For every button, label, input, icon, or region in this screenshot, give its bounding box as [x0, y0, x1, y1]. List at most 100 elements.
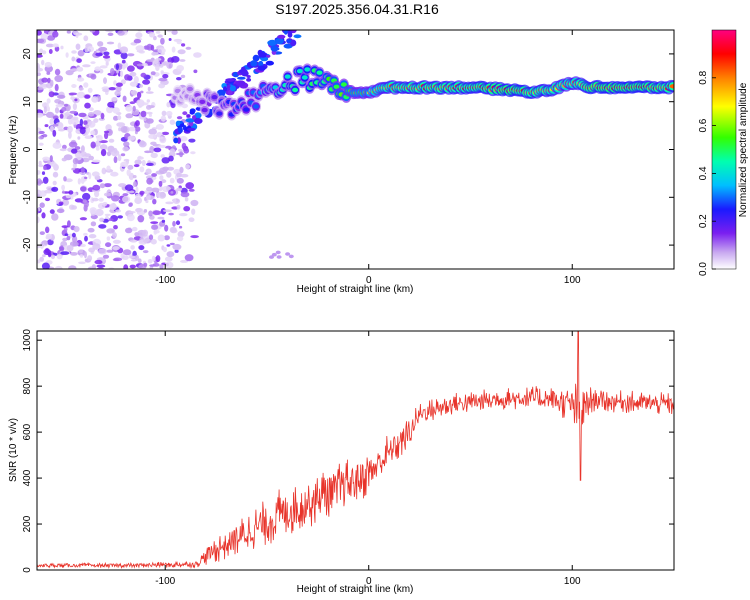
noise-blob	[72, 235, 78, 243]
noise-blob	[37, 216, 40, 224]
noise-blob	[177, 230, 185, 238]
noise-blob	[140, 90, 144, 94]
y-tick-label: 200	[22, 515, 33, 532]
noise-blob	[79, 254, 84, 258]
noise-blob	[51, 186, 59, 192]
colorbar-tick-label: 0.8	[698, 70, 709, 84]
noise-blob	[132, 105, 136, 112]
noise-blob	[182, 111, 188, 116]
noise-blob	[44, 61, 52, 68]
noise-blob	[113, 115, 119, 121]
noise-blob	[145, 118, 154, 124]
noise-blob	[59, 113, 64, 119]
noise-blob	[241, 66, 246, 71]
noise-blob	[132, 181, 137, 188]
ridge-core	[304, 67, 311, 72]
noise-blob	[271, 252, 277, 257]
noise-blob	[37, 259, 41, 264]
noise-blob	[122, 95, 127, 103]
noise-blob	[62, 144, 67, 150]
noise-blob	[149, 32, 155, 38]
spectrogram-x-ticks: -100 0 100	[155, 30, 581, 286]
noise-blob	[161, 185, 171, 193]
noise-blob	[54, 107, 60, 114]
noise-blob	[84, 135, 93, 139]
noise-blob	[94, 259, 103, 265]
ridge-core	[201, 107, 208, 113]
noise-blob	[136, 63, 143, 67]
noise-blob	[72, 157, 79, 165]
noise-blob	[37, 245, 42, 249]
noise-blob	[43, 106, 48, 114]
noise-blob	[61, 190, 65, 194]
colorbar-ticks: 0.0 0.2 0.4 0.6 0.8	[698, 70, 716, 276]
noise-blob	[71, 116, 79, 121]
snr-x-ticks: -100 0 100	[155, 331, 581, 587]
noise-blob	[59, 246, 65, 251]
noise-blob	[119, 70, 124, 78]
noise-blob	[186, 114, 191, 118]
noise-blob	[63, 227, 68, 232]
snr-series	[37, 331, 674, 569]
noise-blob	[289, 39, 297, 47]
noise-blob	[72, 103, 77, 111]
y-tick-label: 0	[22, 567, 33, 573]
noise-blob	[71, 232, 76, 238]
noise-blob	[98, 224, 107, 229]
noise-blob	[37, 112, 44, 118]
colorbar-tick-label: 0.0	[698, 262, 709, 276]
noise-blob	[124, 74, 131, 81]
noise-blob	[49, 117, 56, 126]
noise-blob	[83, 120, 88, 126]
noise-blob	[246, 75, 251, 78]
noise-blob	[274, 37, 284, 45]
noise-blob	[96, 264, 106, 268]
noise-blob	[267, 39, 278, 47]
noise-blob	[129, 81, 138, 87]
noise-blob	[93, 110, 102, 116]
noise-blob	[159, 191, 166, 198]
noise-blob	[39, 231, 45, 236]
noise-blob	[117, 30, 125, 36]
noise-blob	[277, 34, 286, 39]
noise-blob	[52, 123, 59, 127]
noise-blob	[45, 233, 53, 240]
noise-blob	[84, 176, 88, 180]
noise-blob	[61, 157, 67, 162]
noise-blob	[176, 236, 184, 242]
noise-blob	[130, 245, 135, 250]
noise-blob	[172, 220, 176, 227]
noise-blob	[99, 183, 106, 189]
noise-blob	[68, 131, 72, 139]
noise-blob	[134, 159, 142, 165]
noise-blob	[86, 126, 91, 134]
noise-blob	[157, 216, 165, 220]
noise-blob	[176, 172, 182, 178]
noise-blob	[143, 262, 148, 267]
noise-blob	[87, 227, 95, 233]
noise-blob	[126, 214, 135, 222]
noise-blob	[61, 184, 65, 191]
noise-blob	[120, 52, 128, 60]
noise-blob	[75, 32, 79, 39]
y-tick-label: 400	[22, 469, 33, 486]
noise-blob	[180, 74, 186, 79]
noise-blob	[44, 124, 49, 128]
noise-blob	[152, 210, 162, 215]
noise-blob	[161, 131, 170, 136]
noise-blob	[293, 34, 302, 39]
noise-blob	[164, 256, 173, 262]
noise-blob	[95, 52, 103, 57]
noise-blob	[90, 141, 96, 149]
noise-blob	[98, 197, 104, 202]
noise-blob	[39, 256, 44, 262]
noise-blob	[71, 50, 77, 54]
noise-blob	[159, 167, 168, 174]
noise-blob	[121, 255, 129, 260]
noise-blob	[83, 201, 89, 208]
noise-blob	[55, 122, 63, 128]
noise-blob	[227, 89, 233, 95]
noise-blob	[159, 264, 164, 269]
noise-blob	[39, 202, 45, 208]
noise-blob	[134, 196, 143, 205]
